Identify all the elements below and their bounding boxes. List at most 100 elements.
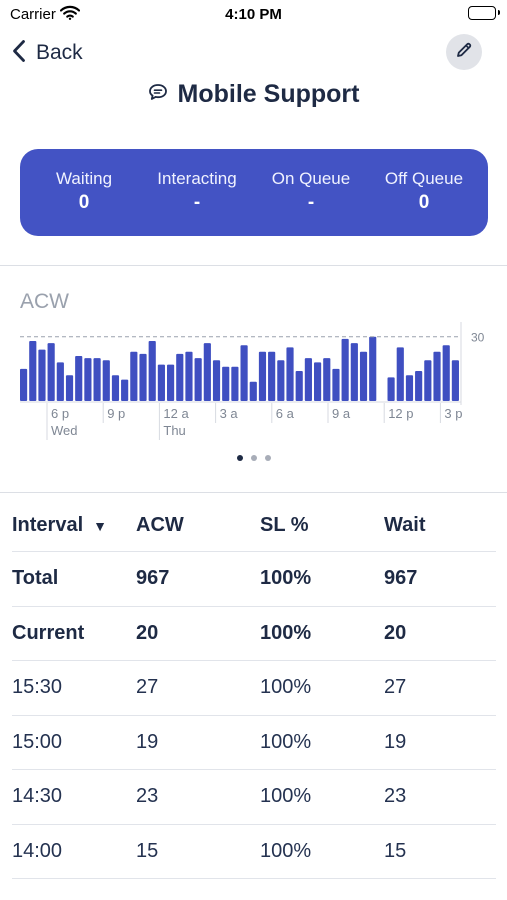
- stat-label: Interacting: [157, 169, 237, 188]
- table-cell: 100%: [260, 676, 312, 699]
- chart-bar: [130, 351, 138, 401]
- chart-bar: [148, 341, 156, 401]
- table-cell: 20: [136, 621, 159, 644]
- chart-bar: [111, 375, 120, 401]
- chart-bar: [424, 360, 432, 401]
- table-cell: 19: [136, 730, 159, 753]
- table-row[interactable]: Total 967 100% 967: [12, 552, 496, 607]
- back-label: Back: [36, 41, 83, 64]
- stat-value: 0: [418, 192, 430, 213]
- table-cell: 100%: [260, 621, 312, 644]
- chat-bubble-icon: [148, 83, 168, 106]
- table-cell: 15: [384, 839, 407, 862]
- chart-bar: [65, 375, 74, 401]
- stat-on-queue: On Queue -: [255, 169, 367, 214]
- stat-value: 0: [78, 192, 90, 213]
- page-title-text: Mobile Support: [177, 80, 360, 108]
- chart-bar: [56, 362, 64, 401]
- wifi-icon: [59, 5, 81, 25]
- table-row[interactable]: 15:00 19 100% 19: [12, 716, 496, 770]
- chart-bar: [121, 379, 129, 401]
- chart-bar: [249, 381, 257, 401]
- stat-value: -: [193, 192, 201, 213]
- chart-bar: [433, 351, 441, 401]
- page-indicator[interactable]: [0, 455, 507, 461]
- stat-label: Off Queue: [384, 169, 464, 188]
- chart-bar: [20, 368, 28, 401]
- chart-bar: [396, 347, 404, 401]
- x-tick-label: 6 a: [276, 406, 295, 421]
- chart-bar: [185, 351, 193, 401]
- chart-bar: [102, 360, 110, 401]
- table-row[interactable]: 14:30 23 100% 23: [12, 770, 496, 825]
- page-title: Mobile Support: [0, 80, 507, 109]
- table-cell: 15:00: [12, 730, 63, 753]
- divider: [0, 265, 507, 266]
- stat-label: Waiting: [55, 169, 113, 188]
- table-cell: 19: [384, 730, 407, 753]
- interval-table: Interval ▼ ACW SL % Wait Total 967 100% …: [12, 500, 496, 879]
- chart-bar: [231, 366, 239, 401]
- sort-down-icon: ▼: [93, 517, 108, 534]
- chart-bar: [84, 358, 92, 401]
- table-cell: 15:30: [12, 676, 63, 699]
- chart-bar: [451, 360, 459, 401]
- chart-bar: [314, 362, 322, 401]
- sort-interval-button[interactable]: Interval ▼: [12, 500, 107, 551]
- back-button[interactable]: Back: [12, 38, 83, 68]
- chart-title: ACW: [20, 290, 69, 313]
- chart-bar: [387, 377, 395, 401]
- stat-off-queue: Off Queue 0: [368, 169, 480, 214]
- chevron-left-icon: [12, 39, 26, 68]
- chart-bar: [277, 360, 285, 401]
- chart-bar: [222, 366, 230, 401]
- acw-bar-chart[interactable]: 30 6 p Wed 9 p 12 a Thu 3 a 6 a 9 a 12 p 3 p: [0, 320, 507, 450]
- edit-button[interactable]: [446, 34, 482, 70]
- chart-bar: [442, 345, 450, 401]
- table-row[interactable]: 14:00 15 100% 15: [12, 825, 496, 879]
- table-cell: Total: [12, 567, 59, 590]
- chart-bar: [38, 349, 46, 401]
- column-header: Interval: [12, 514, 84, 536]
- stat-interacting: Interacting -: [141, 169, 253, 214]
- stat-waiting: Waiting 0: [28, 169, 140, 214]
- chart-bar: [75, 356, 83, 401]
- chart-bar: [212, 360, 221, 401]
- divider: [0, 492, 507, 493]
- chart-bar: [29, 341, 37, 401]
- table-cell: 27: [136, 676, 159, 699]
- page-dot[interactable]: [264, 455, 271, 461]
- x-tick-label: 3 a: [220, 406, 239, 421]
- threshold-label: 30: [471, 331, 485, 345]
- x-tick-label: 3 p: [444, 406, 462, 421]
- chart-bar: [176, 353, 184, 401]
- x-tick-label: 6 p: [51, 406, 69, 421]
- page-dot[interactable]: [236, 455, 243, 461]
- battery-icon: [468, 6, 500, 20]
- chart-bar: [369, 336, 377, 401]
- chart-bar: [194, 358, 202, 401]
- chart-bar: [47, 343, 55, 401]
- chart-bar: [405, 375, 414, 401]
- column-header: SL %: [260, 514, 309, 536]
- chart-bar: [268, 351, 276, 401]
- carrier-label: Carrier: [10, 6, 56, 23]
- column-header: ACW: [136, 514, 184, 536]
- chart-bar: [157, 364, 165, 401]
- table-row[interactable]: 15:30 27 100% 27: [12, 661, 496, 716]
- page-dot[interactable]: [250, 455, 257, 461]
- chart-bar: [286, 347, 294, 401]
- table-header: Interval ▼ ACW SL % Wait: [12, 500, 496, 552]
- chart-bar: [341, 338, 349, 401]
- pencil-icon: [455, 41, 473, 64]
- table-cell: 20: [384, 621, 407, 644]
- chart-bar: [167, 364, 175, 401]
- table-cell: 27: [384, 676, 407, 699]
- table-cell: 14:00: [12, 839, 63, 862]
- chart-bar: [323, 358, 331, 401]
- table-row[interactable]: Current 20 100% 20: [12, 607, 496, 661]
- chart-bar: [258, 351, 267, 401]
- x-tick-label: 12 a: [163, 406, 189, 421]
- table-cell: 967: [384, 567, 418, 590]
- x-tick-label: 9 a: [332, 406, 351, 421]
